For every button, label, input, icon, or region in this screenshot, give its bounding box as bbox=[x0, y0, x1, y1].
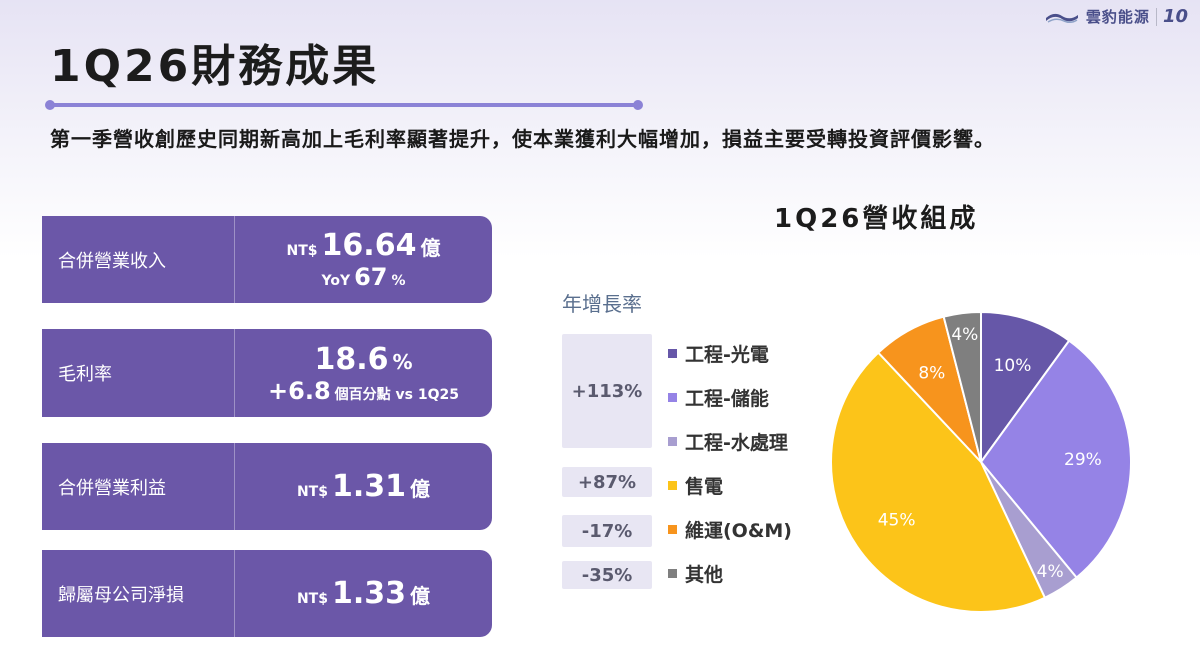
yoy-title: 年增長率 bbox=[562, 292, 642, 316]
chart-title: 1Q26營收組成 bbox=[774, 204, 979, 234]
kpi-number: 18.6 bbox=[314, 341, 389, 377]
pie-data-label: 8% bbox=[918, 364, 945, 384]
kpi-divider bbox=[234, 443, 235, 530]
kpi-revenue: 合併營業收入 NT$ 16.64 億 YoY 67 % bbox=[42, 216, 492, 303]
leopard-logo-icon bbox=[1045, 13, 1078, 23]
yoy-number: 67 bbox=[354, 263, 388, 291]
kpi-net-loss: 歸屬母公司淨損 NT$ 1.33 億 bbox=[42, 550, 492, 637]
title-divider bbox=[45, 100, 643, 110]
pie-data-label: 29% bbox=[1064, 450, 1102, 470]
kpi-label: 合併營業收入 bbox=[58, 250, 166, 272]
legend-label: 工程-儲能 bbox=[685, 388, 769, 410]
kpi-number: 16.64 bbox=[321, 228, 417, 263]
page-title: 1Q26財務成果 bbox=[50, 41, 380, 92]
yoy-prefix: YoY bbox=[321, 273, 351, 289]
legend-item-other: 其他 bbox=[668, 560, 723, 587]
kpi-label: 歸屬母公司淨損 bbox=[58, 584, 184, 606]
kpi-unit: 億 bbox=[420, 236, 441, 260]
kpi-gross-margin: 毛利率 18.6 % +6.8 個百分點 vs 1Q25 bbox=[42, 329, 492, 417]
legend-swatch bbox=[668, 525, 677, 534]
company-logo: 雲豹能源 10 bbox=[1044, 6, 1188, 27]
kpi-value: NT$ 16.64 億 YoY 67 % bbox=[235, 216, 492, 303]
margin-change-unit: 個百分點 vs 1Q25 bbox=[334, 386, 459, 403]
kpi-number: 1.31 bbox=[331, 469, 407, 504]
currency-prefix: NT$ bbox=[296, 484, 328, 500]
margin-change-number: +6.8 bbox=[268, 376, 331, 405]
kpi-divider bbox=[234, 550, 235, 637]
pie-data-label: 10% bbox=[994, 356, 1032, 376]
legend-swatch bbox=[668, 481, 677, 490]
legend-label: 工程-光電 bbox=[685, 344, 769, 366]
legend-swatch bbox=[668, 569, 677, 578]
legend-item-electricity: 售電 bbox=[668, 472, 723, 499]
pie-slice bbox=[830, 351, 1047, 613]
currency-prefix: NT$ bbox=[286, 243, 318, 259]
legend-swatch bbox=[668, 393, 677, 402]
yoy-badge-om: -17% bbox=[562, 515, 652, 547]
legend-label: 維運(O&M) bbox=[685, 520, 792, 542]
kpi-label: 合併營業利益 bbox=[58, 477, 166, 499]
kpi-value: 18.6 % +6.8 個百分點 vs 1Q25 bbox=[235, 329, 492, 417]
pie-data-label: 45% bbox=[878, 510, 916, 530]
yoy-badge-other: -35% bbox=[562, 561, 652, 589]
kpi-divider bbox=[234, 216, 235, 303]
legend-swatch bbox=[668, 349, 677, 358]
yoy-unit: % bbox=[391, 273, 406, 289]
legend-item-solar: 工程-光電 bbox=[668, 340, 769, 367]
kpi-value: NT$ 1.31 億 bbox=[235, 443, 492, 530]
legend-item-om: 維運(O&M) bbox=[668, 516, 792, 543]
pie-slice bbox=[942, 310, 982, 463]
yoy-badge-electricity: +87% bbox=[562, 467, 652, 497]
kpi-divider bbox=[234, 329, 235, 417]
pie-data-label: 4% bbox=[951, 325, 978, 345]
legend-label: 工程-水處理 bbox=[685, 432, 788, 454]
page-subtitle: 第一季營收創歷史同期新高加上毛利率顯著提升，使本業獲利大幅增加，損益主要受轉投資… bbox=[50, 127, 995, 151]
anniversary-badge: 10 bbox=[1162, 6, 1188, 27]
pie-slice bbox=[980, 310, 1071, 466]
logo-name: 雲豹能源 bbox=[1085, 8, 1150, 26]
kpi-unit: 億 bbox=[410, 584, 431, 608]
legend-swatch bbox=[668, 437, 677, 446]
kpi-number: 1.33 bbox=[331, 576, 407, 611]
currency-prefix: NT$ bbox=[296, 591, 328, 607]
kpi-label: 毛利率 bbox=[58, 364, 112, 385]
legend-label: 其他 bbox=[685, 564, 724, 586]
legend-item-storage: 工程-儲能 bbox=[668, 384, 769, 411]
kpi-unit: 億 bbox=[410, 477, 431, 501]
pie-data-label: 4% bbox=[1037, 562, 1064, 582]
pie-slice bbox=[979, 339, 1132, 579]
logo-separator bbox=[1155, 7, 1157, 26]
legend-label: 售電 bbox=[685, 476, 724, 498]
yoy-badge-engineering: +113% bbox=[562, 334, 652, 448]
kpi-operating-income: 合併營業利益 NT$ 1.31 億 bbox=[42, 443, 492, 530]
kpi-value: NT$ 1.33 億 bbox=[235, 550, 492, 637]
kpi-unit: % bbox=[392, 349, 413, 374]
revenue-pie-chart: 10% 29% 4% 45% 8% 4% bbox=[830, 310, 1132, 613]
legend-item-water: 工程-水處理 bbox=[668, 428, 788, 455]
